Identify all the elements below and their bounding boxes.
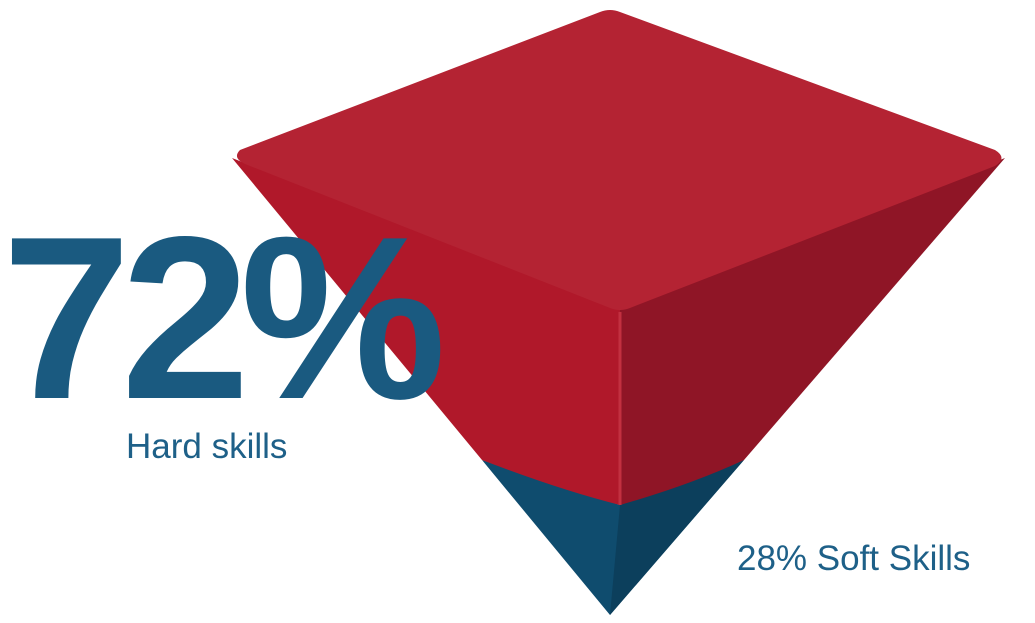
hard-skills-right-face [620,158,1005,505]
hard-skills-label: Hard skills [126,427,287,466]
soft-skills-side [610,460,744,615]
hard-skills-left-face [232,158,620,505]
soft-skills-label: 28% Soft Skills [737,539,970,578]
hard-skills-top-face [236,10,1002,310]
headline: 72% [2,189,441,448]
